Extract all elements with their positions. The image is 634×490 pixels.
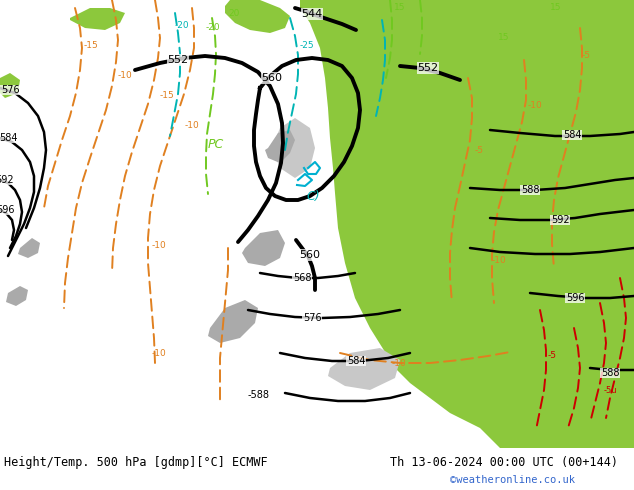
Text: 552: 552 xyxy=(417,63,439,73)
Text: 596: 596 xyxy=(566,293,585,303)
Text: PC: PC xyxy=(208,138,224,151)
Text: 592: 592 xyxy=(551,215,569,225)
Text: -10: -10 xyxy=(152,241,167,250)
Polygon shape xyxy=(208,300,258,343)
Text: 588: 588 xyxy=(601,368,619,378)
Text: -20: -20 xyxy=(206,23,221,32)
Text: C): C) xyxy=(306,190,320,203)
Text: 560: 560 xyxy=(261,73,283,83)
Text: 592: 592 xyxy=(0,175,15,185)
Text: -25: -25 xyxy=(300,41,314,50)
Text: 584: 584 xyxy=(563,130,581,140)
Text: ©weatheronline.co.uk: ©weatheronline.co.uk xyxy=(450,475,575,485)
Text: -10: -10 xyxy=(492,256,507,265)
Text: -10: -10 xyxy=(392,359,407,368)
Text: 552: 552 xyxy=(167,55,188,65)
Text: -5: -5 xyxy=(475,146,484,155)
Polygon shape xyxy=(242,230,285,266)
Text: -10: -10 xyxy=(152,349,167,358)
Polygon shape xyxy=(0,73,20,98)
Text: 596: 596 xyxy=(0,205,14,215)
Text: -5: -5 xyxy=(582,51,591,60)
Text: -15: -15 xyxy=(84,41,99,50)
Text: -588: -588 xyxy=(248,390,270,400)
Text: Th 13-06-2024 00:00 UTC (00+144): Th 13-06-2024 00:00 UTC (00+144) xyxy=(390,456,618,468)
Text: 15: 15 xyxy=(498,33,510,42)
Polygon shape xyxy=(300,0,634,448)
Polygon shape xyxy=(225,0,290,33)
Text: 584: 584 xyxy=(0,133,17,143)
Polygon shape xyxy=(272,118,315,178)
Text: 576: 576 xyxy=(1,85,19,95)
Text: 560: 560 xyxy=(299,250,321,260)
Polygon shape xyxy=(265,130,295,163)
Text: -10: -10 xyxy=(118,71,133,80)
Text: 20: 20 xyxy=(228,9,240,18)
Text: 584: 584 xyxy=(347,356,365,366)
Text: -10: -10 xyxy=(528,101,543,110)
Text: -20: -20 xyxy=(175,21,190,30)
Polygon shape xyxy=(328,348,400,390)
Text: -15: -15 xyxy=(160,91,175,100)
Text: 568: 568 xyxy=(293,273,311,283)
Polygon shape xyxy=(70,8,125,30)
Text: Height/Temp. 500 hPa [gdmp][°C] ECMWF: Height/Temp. 500 hPa [gdmp][°C] ECMWF xyxy=(4,456,268,468)
Text: 15: 15 xyxy=(550,3,562,12)
Polygon shape xyxy=(6,286,28,306)
Text: -5u: -5u xyxy=(604,386,618,395)
Text: 544: 544 xyxy=(301,9,323,19)
Text: -5: -5 xyxy=(548,351,557,360)
Text: 588: 588 xyxy=(521,185,540,195)
Polygon shape xyxy=(18,238,40,258)
Text: 15: 15 xyxy=(394,3,406,12)
Text: 576: 576 xyxy=(302,313,321,323)
Text: -10: -10 xyxy=(185,121,200,130)
